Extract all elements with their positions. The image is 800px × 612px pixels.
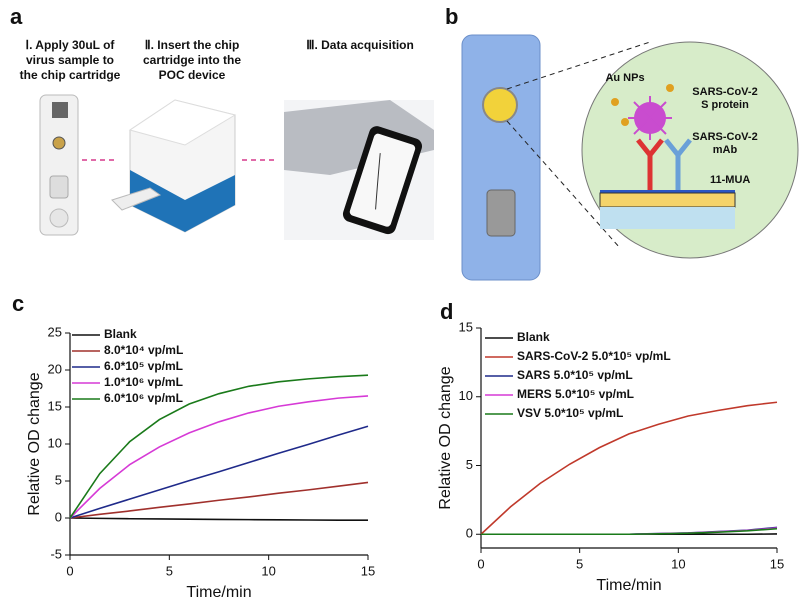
- data-line: [69, 481, 369, 519]
- y-axis-label: Relative OD change: [26, 372, 43, 515]
- legend-label: 8.0*10⁴ vp/mL: [104, 343, 183, 357]
- x-tick-label: 15: [770, 556, 784, 571]
- panel-label: c: [12, 291, 24, 316]
- y-tick-label: -5: [50, 546, 62, 561]
- legend-label: MERS 5.0*10⁵ vp/mL: [517, 387, 634, 401]
- panel-label: b: [445, 4, 458, 29]
- data-line: [480, 401, 778, 535]
- x-tick-label: 0: [66, 563, 73, 578]
- x-tick-label: 0: [477, 556, 484, 571]
- y-tick-label: 10: [48, 435, 62, 450]
- legend-label: SARS 5.0*10⁵ vp/mL: [517, 368, 633, 382]
- x-axis-label: Time/min: [186, 584, 251, 601]
- step-text: virus sample to: [26, 53, 114, 67]
- annotation: mAb: [713, 144, 738, 156]
- annotation: 11-MUA: [710, 174, 750, 186]
- x-tick-label: 15: [361, 563, 375, 578]
- step-text: cartridge into the: [143, 53, 241, 67]
- annotation: Au NPs: [605, 72, 644, 84]
- x-tick-label: 5: [166, 563, 173, 578]
- legend-label: 1.0*10⁶ vp/mL: [104, 375, 183, 389]
- legend-label: Blank: [104, 327, 137, 341]
- step-text: the chip cartridge: [20, 68, 121, 82]
- x-tick-label: 10: [261, 563, 275, 578]
- data-line: [69, 425, 369, 519]
- data-line: [481, 527, 778, 536]
- legend-label: SARS-CoV-2 5.0*10⁵ vp/mL: [517, 349, 671, 363]
- step-text: POC device: [159, 68, 226, 82]
- y-tick-label: 5: [55, 472, 62, 487]
- data-line: [69, 517, 369, 522]
- annotation: SARS-CoV-2: [692, 131, 757, 143]
- y-tick-label: 10: [459, 388, 473, 403]
- poc-device-illustration: [111, 99, 237, 233]
- step-text: Ⅰ. Apply 30uL of: [26, 38, 116, 52]
- y-tick-label: 15: [459, 319, 473, 334]
- y-tick-label: 0: [466, 526, 473, 541]
- panel-label: d: [440, 299, 453, 324]
- panel-label: a: [10, 4, 23, 29]
- y-tick-label: 15: [48, 398, 62, 413]
- annotation: S protein: [701, 99, 749, 111]
- y-tick-label: 25: [48, 324, 62, 339]
- y-tick-label: 0: [55, 509, 62, 524]
- y-tick-label: 5: [466, 457, 473, 472]
- step-text: Ⅱ. Insert the chip: [145, 38, 240, 52]
- x-tick-label: 10: [671, 556, 685, 571]
- legend-label: 6.0*10⁶ vp/mL: [104, 391, 183, 405]
- cartridge-illustration: [39, 94, 79, 236]
- laptop-phone-illustration: [284, 100, 434, 240]
- biosensor-illustration: [461, 34, 799, 281]
- data-line: [69, 395, 369, 519]
- x-axis-label: Time/min: [596, 577, 661, 594]
- step-text: Ⅲ. Data acquisition: [306, 38, 414, 52]
- legend-label: Blank: [517, 330, 550, 344]
- y-tick-label: 20: [48, 361, 62, 376]
- annotation: SARS-CoV-2: [692, 86, 757, 98]
- legend-label: 6.0*10⁵ vp/mL: [104, 359, 183, 373]
- y-axis-label: Relative OD change: [437, 366, 454, 509]
- data-line: [69, 374, 369, 519]
- legend-label: VSV 5.0*10⁵ vp/mL: [517, 406, 623, 420]
- x-tick-label: 5: [576, 556, 583, 571]
